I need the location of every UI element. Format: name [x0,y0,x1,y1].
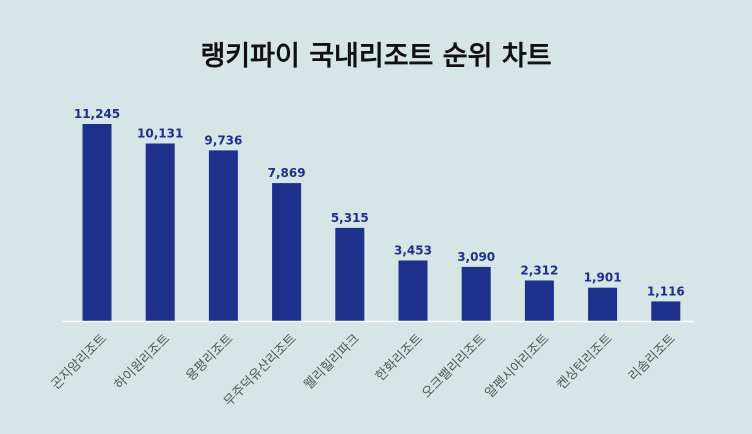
bar-9 [651,301,681,321]
x-tick-label-1: 하이원리조트 [112,331,173,392]
x-tick-label-9: 리솜리조트 [626,331,679,384]
bar-value-label-2: 9,736 [204,133,242,147]
bar-5 [398,260,428,321]
bar-value-label-0: 11,245 [74,107,120,121]
bar-8 [588,287,618,321]
x-tick-label-6: 오크밸리리조트 [419,331,489,401]
bar-6 [461,266,491,321]
x-tick-label-0: 곤지암리조트 [49,331,110,392]
bar-value-label-4: 5,315 [331,211,369,225]
bar-value-label-3: 7,869 [268,166,306,180]
bar-value-label-6: 3,090 [457,250,495,264]
bar-value-label-7: 2,312 [520,264,558,278]
bar-1 [145,143,175,321]
bar-2 [208,150,238,321]
x-tick-label-8: 켄싱턴리조트 [554,331,615,392]
x-tick-label-5: 한화리조트 [373,331,426,384]
bar-7 [524,280,554,321]
bar-value-label-8: 1,901 [584,271,622,285]
x-tick-label-2: 용평리조트 [184,331,237,384]
bar-value-label-9: 1,116 [647,284,685,298]
bar-3 [272,183,302,321]
bar-value-label-5: 3,453 [394,244,432,258]
x-tick-label-4: 웰리힐리파크 [301,331,362,392]
bar-4 [335,227,365,321]
chart-title: 랭키파이 국내리조트 순위 차트 [200,41,552,72]
bar-value-label-1: 10,131 [137,127,183,141]
bar-0 [82,124,112,321]
x-tick-label-7: 알펜시아리조트 [483,331,553,401]
